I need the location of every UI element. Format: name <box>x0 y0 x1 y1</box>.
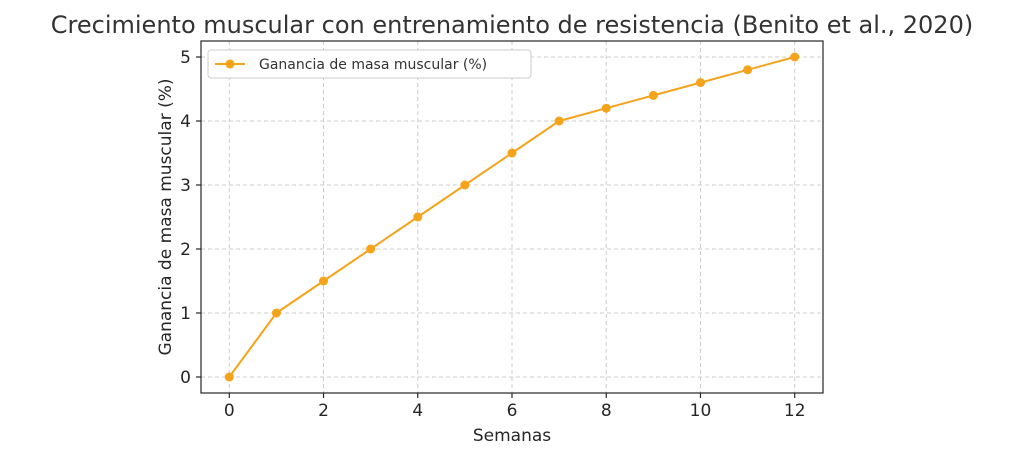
data-point <box>413 212 423 222</box>
legend-marker-swatch <box>225 59 235 69</box>
data-point <box>554 116 564 126</box>
data-point <box>271 308 281 318</box>
chart-title: Crecimiento muscular con entrenamiento d… <box>51 11 973 39</box>
x-tick-label: 6 <box>507 401 518 421</box>
plot-frame <box>200 40 824 394</box>
data-point <box>224 372 234 382</box>
data-point <box>648 90 658 100</box>
series-group <box>224 52 800 382</box>
y-tick-label: 5 <box>180 48 191 68</box>
data-point <box>460 180 470 190</box>
data-point <box>743 65 753 75</box>
y-axis-label: Ganancia de masa muscular (%) <box>156 78 176 355</box>
y-tick-label: 4 <box>180 112 191 132</box>
y-tick-label: 3 <box>180 176 191 196</box>
data-point <box>319 276 329 286</box>
legend: Ganancia de masa muscular (%) <box>207 49 532 79</box>
x-tick-label: 0 <box>224 401 235 421</box>
legend-box <box>207 49 532 79</box>
grid-lines <box>201 41 823 393</box>
x-tick-label: 4 <box>412 401 423 421</box>
y-tick-label: 1 <box>180 304 191 324</box>
legend-entry: Ganancia de masa muscular (%) <box>259 57 487 73</box>
data-point <box>601 103 611 113</box>
y-tick-label: 2 <box>180 240 191 260</box>
data-point <box>507 148 517 158</box>
data-point <box>366 244 376 254</box>
data-point <box>695 78 705 88</box>
x-tick-label: 2 <box>318 401 329 421</box>
data-point <box>790 52 800 62</box>
y-tick-label: 0 <box>180 368 191 388</box>
x-axis-label: Semanas <box>473 426 551 446</box>
x-tick-label: 10 <box>690 401 712 421</box>
x-tick-label: 8 <box>601 401 612 421</box>
x-tick-label: 12 <box>784 401 806 421</box>
